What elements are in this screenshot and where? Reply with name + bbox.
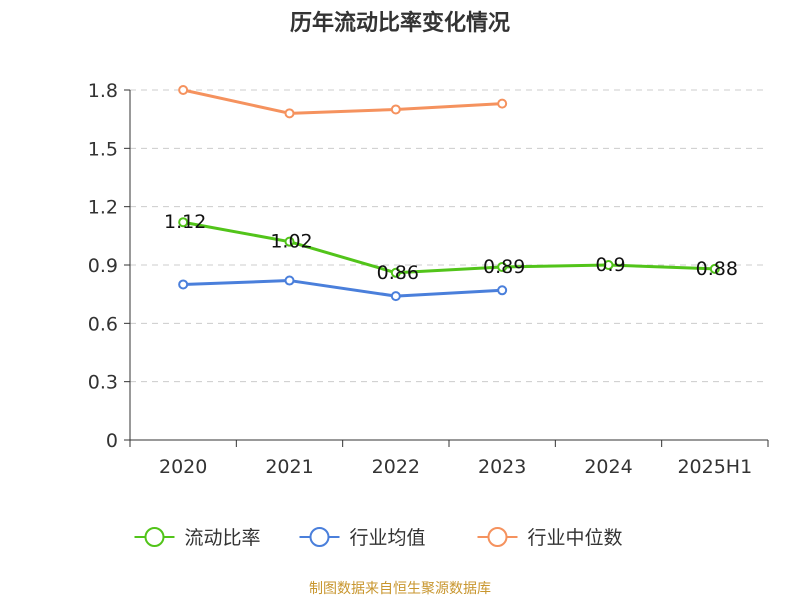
data-label: 1.02 bbox=[270, 231, 312, 253]
data-label: 0.88 bbox=[696, 258, 738, 280]
series-line-0 bbox=[182, 220, 715, 275]
y-tick-label: 1.5 bbox=[88, 138, 118, 160]
legend-label: 流动比率 bbox=[185, 527, 261, 549]
legend-label: 行业中位数 bbox=[528, 527, 623, 549]
x-tick-label: 2021 bbox=[265, 456, 313, 478]
x-tick-label: 2020 bbox=[159, 456, 207, 478]
y-tick-label: 0.3 bbox=[88, 372, 118, 394]
y-tick-label: 1.8 bbox=[88, 80, 118, 102]
series-line-2 bbox=[182, 88, 503, 115]
data-label: 0.86 bbox=[377, 262, 419, 284]
x-tick-label: 2022 bbox=[372, 456, 420, 478]
source-note: 制图数据来自恒生聚源数据库 bbox=[309, 581, 491, 597]
data-point bbox=[709, 263, 720, 274]
legend-item-0[interactable]: 流动比率 bbox=[134, 527, 261, 549]
data-labels: 1.12 1.02 0.86 0.89 0.9 0.88 bbox=[164, 211, 738, 284]
legend-label: 行业均值 bbox=[350, 527, 426, 549]
data-point bbox=[284, 275, 295, 286]
data-point bbox=[284, 108, 295, 119]
data-point bbox=[390, 291, 401, 302]
legend-marker-icon bbox=[487, 527, 508, 547]
legend[interactable]: 流动比率 行业均值 行业中位数 bbox=[134, 527, 623, 549]
y-tick-label: 0.6 bbox=[88, 313, 118, 335]
y-tick-label: 0 bbox=[106, 430, 118, 452]
x-tick-label: 2024 bbox=[584, 456, 632, 478]
axes: 0 0.3 0.6 0.9 1.2 1.5 1.8 2020 2021 2022 2023 2024 2… bbox=[88, 80, 769, 478]
data-point bbox=[497, 98, 508, 109]
x-tick-label: 2023 bbox=[478, 456, 526, 478]
data-label: 1.12 bbox=[164, 211, 206, 233]
legend-item-1[interactable]: 行业均值 bbox=[299, 527, 426, 549]
data-point bbox=[603, 260, 614, 270]
data-label: 0.89 bbox=[483, 256, 525, 278]
legend-marker-icon bbox=[144, 527, 165, 547]
data-point bbox=[178, 217, 189, 228]
data-point bbox=[390, 267, 401, 278]
series bbox=[178, 85, 720, 302]
legend-item-2[interactable]: 行业中位数 bbox=[477, 527, 623, 549]
data-point bbox=[497, 261, 508, 272]
data-point bbox=[390, 104, 401, 115]
y-tick-label: 1.2 bbox=[88, 197, 118, 219]
data-point bbox=[178, 279, 189, 290]
data-point bbox=[497, 285, 508, 296]
data-point bbox=[178, 85, 189, 95]
legend-marker-icon bbox=[309, 527, 330, 547]
chart-title: 历年流动比率变化情况 bbox=[290, 10, 510, 36]
series-line-1 bbox=[183, 279, 503, 298]
x-tick-label: 2025H1 bbox=[677, 456, 752, 478]
y-tick-label: 0.9 bbox=[88, 255, 118, 277]
data-label: 0.9 bbox=[595, 254, 625, 276]
data-point bbox=[284, 236, 295, 247]
grid bbox=[130, 89, 768, 383]
